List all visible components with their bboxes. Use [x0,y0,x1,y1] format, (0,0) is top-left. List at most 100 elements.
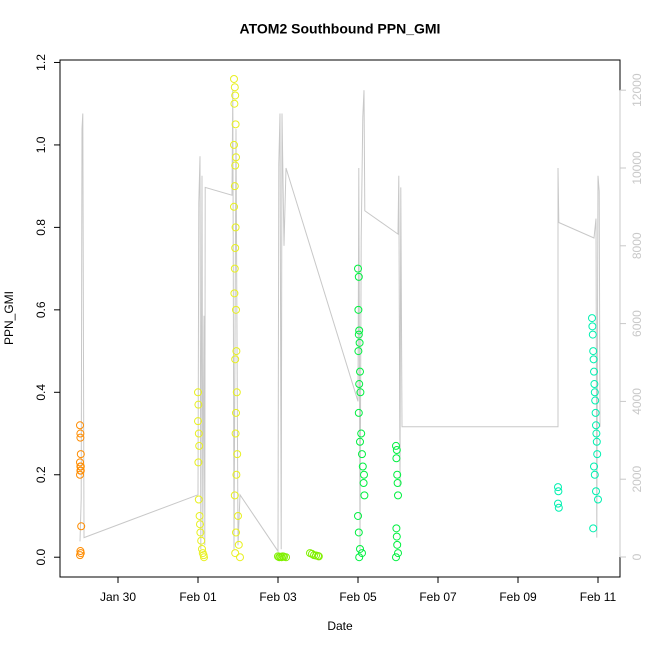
point [592,421,600,430]
point [230,99,239,108]
point [76,421,84,430]
point [232,305,240,314]
point [554,503,563,512]
y2-tick-label: 4000 [630,388,644,415]
point [196,520,204,529]
point [591,408,600,417]
point [230,83,239,92]
x-tick-label: Feb 05 [339,590,377,604]
point [76,470,84,479]
series-line [79,90,601,553]
point [231,244,240,252]
point [355,338,364,347]
point [231,91,240,100]
point [356,388,365,397]
point [359,479,368,487]
y-axis-label: PPN_GMI [2,291,16,345]
point [200,553,208,562]
point [194,458,203,467]
point [230,289,239,298]
y-tick-label: 1.0 [34,136,48,153]
point [230,491,239,500]
point [76,450,85,459]
point [314,552,323,561]
point [590,380,599,389]
point [592,429,601,438]
point [231,549,240,558]
point [236,553,244,562]
point [592,487,600,496]
point [554,487,563,496]
x-tick-label: Jan 30 [100,590,136,604]
point [230,182,239,191]
point [282,553,290,562]
point [354,330,363,339]
point [77,522,86,531]
point [194,400,203,409]
x-axis-label: Date [327,619,353,633]
plot-frame [59,59,621,578]
point [232,470,241,479]
x-tick-label: Feb 11 [580,590,617,604]
point [355,326,364,335]
point [392,524,401,533]
point [589,347,598,356]
point [232,528,240,537]
point [355,553,364,562]
x-tick-label: Feb 01 [179,590,217,604]
point [76,433,85,442]
y-tick-label: 0.6 [34,301,48,318]
point [590,367,598,376]
x-tick-label: Feb 07 [419,590,457,604]
point [194,495,203,504]
point [354,408,363,417]
point [354,272,363,281]
point [230,140,238,149]
point [589,355,598,364]
point [76,551,84,560]
y2-tick-label: 8000 [630,232,644,259]
point [360,491,369,500]
point [356,544,364,553]
point [230,74,238,83]
x-tick-label: Feb 09 [499,590,537,604]
point [230,202,238,211]
point [393,479,402,487]
point [554,499,562,508]
point [230,264,239,273]
point [358,549,366,558]
point [354,347,363,356]
y-tick-label: 0.0 [34,549,48,566]
point [356,437,364,446]
point [590,388,599,397]
point [589,524,598,533]
point [232,388,241,397]
point [594,495,602,504]
point [231,355,240,364]
point [592,437,601,446]
point [354,511,362,520]
point [392,454,401,463]
point [232,347,241,356]
point [358,450,366,459]
point [588,330,597,339]
point [233,450,242,459]
y-tick-label: 0.2 [34,466,48,483]
y-tick-label: 0.8 [34,219,48,236]
point [588,322,597,331]
chart-title: ATOM2 Southbound PPN_GMI [240,21,441,37]
point [195,441,204,450]
point [197,536,206,545]
point [76,429,85,438]
point [393,470,402,479]
point [76,462,85,471]
point [231,161,240,170]
point [195,511,204,520]
point [234,511,242,520]
point [392,532,401,541]
point [354,528,363,537]
point [231,429,240,438]
y2-tick-label: 0 [630,553,644,560]
point [194,417,202,426]
y2-tick-label: 10000 [630,151,644,185]
